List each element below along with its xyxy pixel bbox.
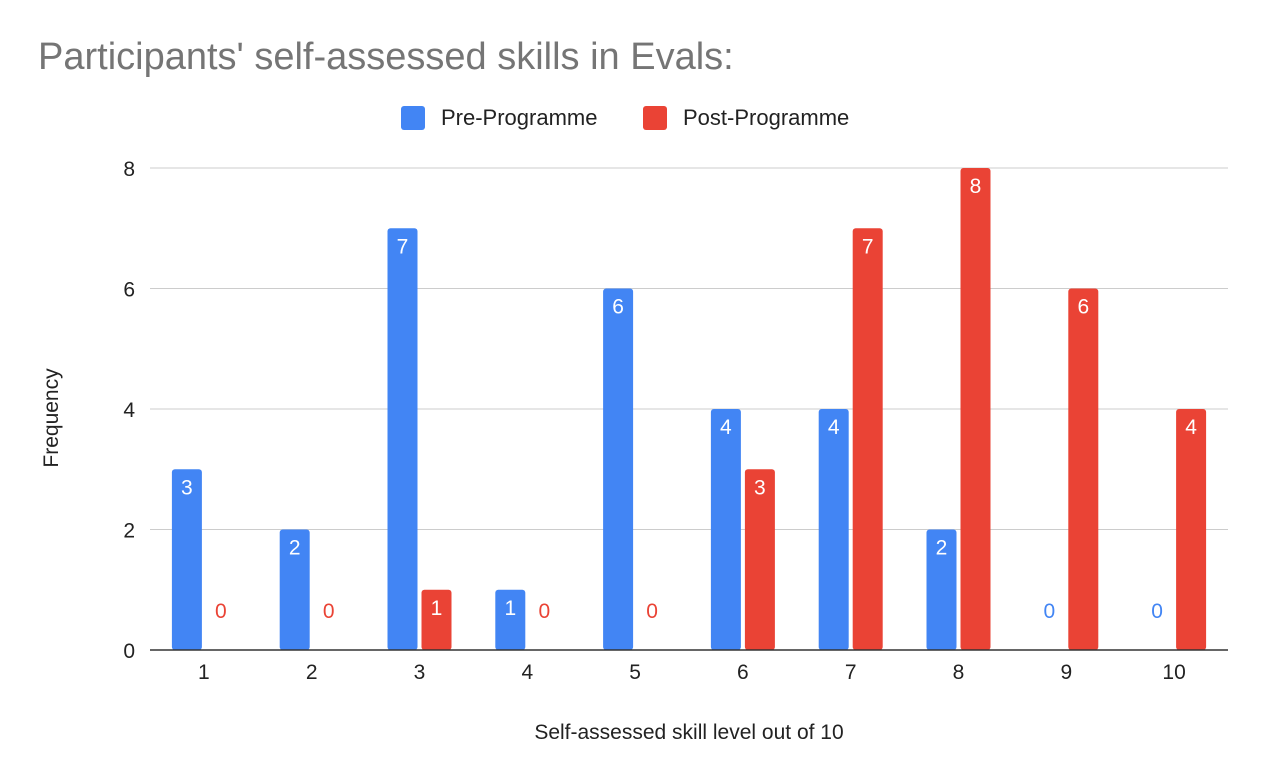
x-tick-label: 6: [737, 661, 749, 684]
x-tick-label: 8: [953, 661, 965, 684]
data-label-pre-6: 4: [720, 416, 732, 439]
bar-pre-2[interactable]: [279, 529, 310, 651]
data-label-post-5: 0: [646, 600, 658, 623]
data-label-pre-4: 1: [504, 597, 516, 620]
y-tick-label: 2: [123, 520, 135, 543]
bar-post-8[interactable]: [960, 168, 991, 650]
x-tick-label: 7: [845, 661, 857, 684]
data-label-post-9: 6: [1077, 296, 1089, 319]
bar-post-6[interactable]: [744, 469, 775, 650]
legend-label-post: Post-Programme: [683, 105, 850, 130]
data-label-post-4: 0: [538, 600, 550, 623]
bar-post-9[interactable]: [1068, 288, 1099, 651]
legend-item-post[interactable]: Post-Programme: [643, 104, 849, 132]
x-tick-label: 5: [629, 661, 641, 684]
legend-item-pre[interactable]: Pre-Programme: [401, 104, 597, 132]
data-label-pre-2: 2: [289, 537, 301, 560]
data-label-pre-1: 3: [181, 476, 193, 499]
bar-pre-6[interactable]: [710, 409, 741, 650]
bar-post-3[interactable]: [421, 589, 452, 650]
x-tick-label: 1: [198, 661, 210, 684]
x-axis-label: Self-assessed skill level out of 10: [534, 721, 843, 744]
data-label-post-3: 1: [431, 597, 443, 620]
data-label-pre-5: 6: [612, 296, 624, 319]
bars: [171, 168, 1207, 651]
y-axis-label: Frequency: [40, 368, 63, 468]
bar-pre-3[interactable]: [387, 228, 418, 650]
data-label-pre-9: 0: [1043, 600, 1055, 623]
y-axis-ticks: 0 2 4 6 8: [123, 158, 135, 663]
data-label-post-10: 4: [1185, 416, 1197, 439]
data-label-pre-10: 0: [1151, 600, 1163, 623]
y-tick-label: 4: [123, 399, 135, 422]
chart-title: Participants' self-assessed skills in Ev…: [38, 36, 734, 78]
bar-pre-5[interactable]: [603, 288, 634, 651]
y-tick-label: 8: [123, 158, 135, 181]
legend-swatch-post: [643, 106, 667, 130]
data-label-post-2: 0: [323, 600, 335, 623]
x-tick-label: 3: [414, 661, 426, 684]
legend-label-pre: Pre-Programme: [441, 105, 598, 130]
y-tick-label: 6: [123, 279, 135, 302]
legend: Pre-Programme Post-Programme: [0, 104, 1266, 132]
bar-pre-4[interactable]: [495, 589, 526, 650]
x-tick-label: 9: [1060, 661, 1072, 684]
x-axis-ticks: 1 2 3 4 5 6 7 8 9 10: [198, 661, 1186, 684]
data-label-post-7: 7: [862, 235, 874, 258]
y-tick-label: 0: [123, 640, 135, 663]
data-label-post-1: 0: [215, 600, 227, 623]
gridlines: [150, 167, 1228, 530]
data-label-post-8: 8: [970, 175, 982, 198]
data-label-post-6: 3: [754, 476, 766, 499]
x-tick-label: 10: [1162, 661, 1185, 684]
bar-pre-1[interactable]: [171, 469, 202, 650]
bar-post-10[interactable]: [1176, 409, 1207, 650]
data-label-pre-7: 4: [828, 416, 840, 439]
data-label-pre-8: 2: [936, 537, 948, 560]
bar-pre-7[interactable]: [818, 409, 849, 650]
data-label-pre-3: 7: [397, 235, 409, 258]
legend-swatch-pre: [401, 106, 425, 130]
x-tick-label: 2: [306, 661, 318, 684]
bar-post-7[interactable]: [852, 228, 883, 650]
bar-pre-8[interactable]: [926, 529, 957, 651]
x-tick-label: 4: [521, 661, 533, 684]
